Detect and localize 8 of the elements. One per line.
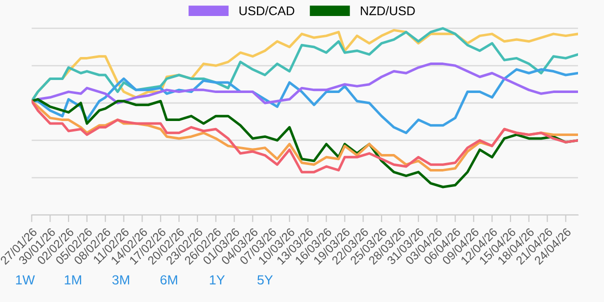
text: 6M [160, 275, 178, 285]
legend-label: NZD/USD [360, 6, 415, 16]
text: 1M [64, 275, 82, 284]
text: 3M [112, 275, 130, 285]
text: 5Y [257, 275, 273, 285]
text: 1Y [210, 275, 225, 284]
legend-label: USD/CAD [240, 6, 294, 16]
text: 1W [16, 275, 35, 284]
